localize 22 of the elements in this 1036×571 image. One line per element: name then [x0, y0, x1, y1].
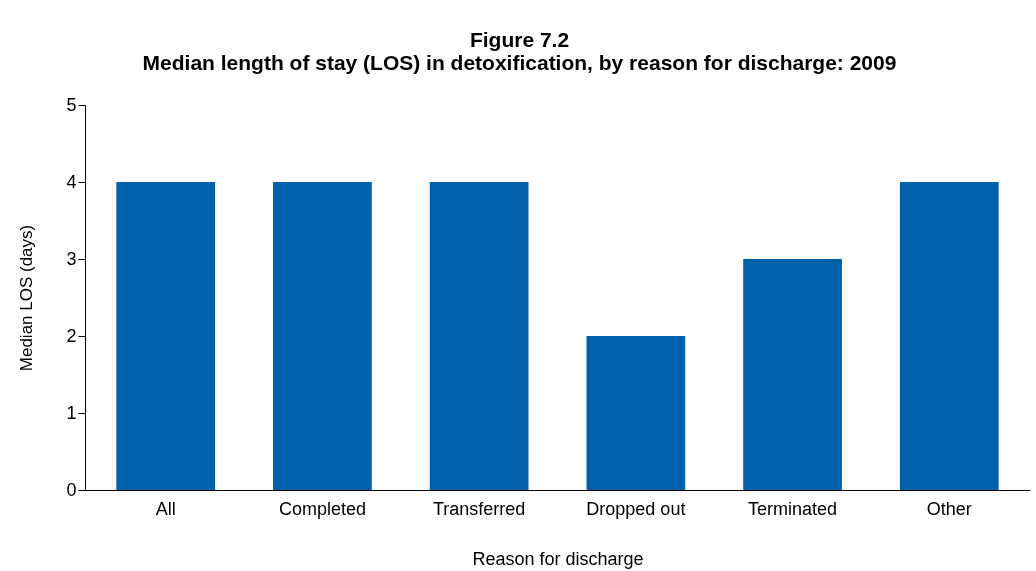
x-tick-label: Completed — [278, 498, 366, 519]
bar — [273, 182, 372, 490]
x-tick-label: Terminated — [748, 498, 838, 519]
x-tick-label: All — [155, 498, 176, 519]
bar — [899, 182, 999, 490]
y-tick-label: 5 — [66, 94, 77, 115]
x-tick-label: Transferred — [432, 498, 526, 519]
y-tick-label: 1 — [66, 402, 77, 423]
y-tick-label: 0 — [66, 479, 77, 500]
y-tick-label: 3 — [66, 248, 77, 269]
bar — [743, 259, 842, 490]
bar — [116, 182, 216, 490]
y-tick-label: 2 — [66, 325, 77, 346]
bar — [586, 336, 686, 490]
y-tick-label: 4 — [66, 171, 77, 192]
chart-subtitle: Median length of stay (LOS) in detoxification, by reason for discharge: 2009 — [142, 51, 897, 74]
y-axis-title: Median LOS (days) — [17, 224, 37, 372]
x-tick-label: Dropped out — [586, 498, 686, 519]
bar — [429, 182, 529, 490]
x-axis-title: Reason for discharge — [472, 548, 644, 569]
chart-title: Figure 7.2 — [469, 28, 570, 51]
x-tick-label: Other — [926, 498, 972, 519]
